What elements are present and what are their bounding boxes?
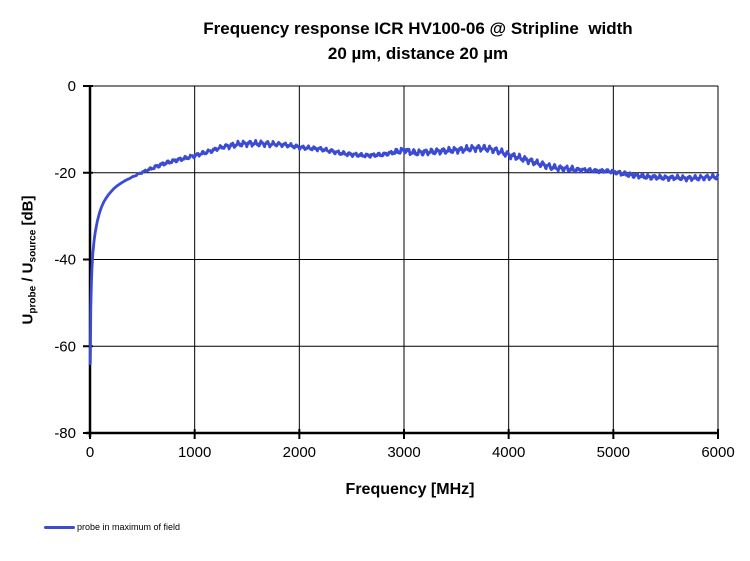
x-tick-label: 3000	[387, 444, 420, 461]
legend-line-swatch	[44, 525, 75, 529]
chart-title-line-1: Frequency response ICR HV100-06 @ Stripl…	[203, 19, 633, 38]
y-tick-label: 0	[68, 78, 76, 95]
series-line-probe	[88, 139, 720, 365]
y-axis-title-unit: [dB]	[19, 195, 37, 230]
chart-title-line-2: 20 µm, distance 20 µm	[327, 44, 509, 63]
y-tick-label: -20	[54, 165, 76, 182]
x-tick-label: 0	[86, 444, 94, 461]
x-tick-label: 4000	[492, 444, 525, 461]
axes	[86, 85, 719, 437]
x-tick-label: 5000	[597, 444, 630, 461]
gridlines	[90, 85, 719, 434]
series-lines	[88, 139, 720, 365]
x-tick-label: 1000	[178, 444, 211, 461]
y-axis-title-mid: / U	[19, 262, 37, 286]
tick-labels: 0 1000 2000 3000 4000 5000 6000 0 -20 -40 -60 -80	[54, 78, 734, 461]
x-axis-title: Frequency [MHz]	[345, 481, 475, 498]
y-tick-label: -40	[54, 252, 76, 269]
y-axis-title-sub2: source	[27, 229, 39, 263]
legend-label: probe in maximum of field	[77, 522, 181, 532]
x-tick-label: 2000	[283, 444, 316, 461]
x-tick-label: 6000	[701, 444, 734, 461]
legend: probe in maximum of field	[44, 521, 180, 533]
y-axis-title: Uprobe / Usource [dB]	[19, 195, 39, 325]
y-axis-title-sub1: probe	[27, 285, 39, 314]
y-tick-label: -80	[54, 425, 76, 442]
y-tick-label: -60	[54, 338, 76, 355]
y-axis-title-u1: U	[19, 313, 37, 325]
tick-marks	[83, 85, 719, 439]
